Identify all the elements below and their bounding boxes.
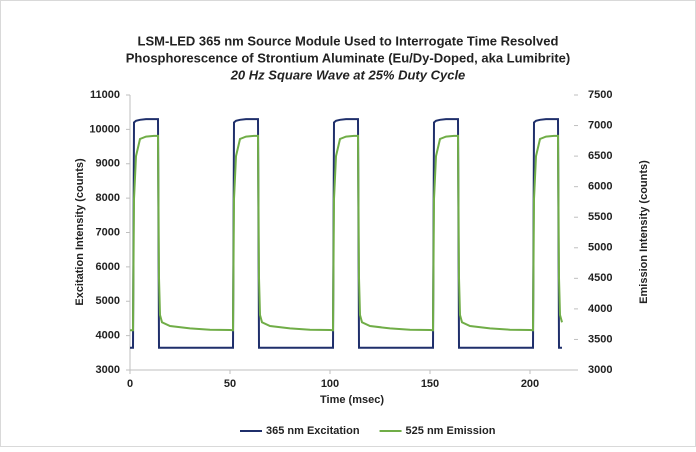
y2-tick-label: 5000 [588,242,612,254]
y2-tick-label: 5500 [588,211,612,223]
chart-subtitle: 20 Hz Square Wave at 25% Duty Cycle [230,67,466,82]
y2-tick-label: 6000 [588,181,612,193]
y-axis-label: Excitation Intensity (counts) [74,158,86,306]
series-line [130,134,563,332]
y2-axis-label: Emission Intensity (counts) [638,160,650,304]
y-tick-label: 10000 [89,123,120,135]
legend-label: 365 nm Excitation [266,425,360,437]
y2-tick-label: 3000 [588,364,612,376]
x-tick-label: 150 [421,378,439,390]
y-tick-label: 6000 [96,261,120,273]
x-tick-label: 50 [224,378,236,390]
y2-tick-label: 4500 [588,272,612,284]
y-tick-label: 5000 [96,295,120,307]
x-tick-label: 0 [127,378,133,390]
y2-tick-label: 6500 [588,150,612,162]
y-tick-label: 7000 [96,226,120,238]
y2-tick-label: 3500 [588,333,612,345]
chart-title: LSM-LED 365 nm Source Module Used to Int… [138,33,559,48]
x-tick-label: 100 [321,378,339,390]
series-line [130,118,562,349]
y2-tick-label: 7500 [588,89,612,101]
y-tick-label: 11000 [90,89,120,101]
legend-label: 525 nm Emission [406,425,496,437]
x-tick-label: 200 [521,378,539,390]
y2-tick-label: 7000 [588,119,612,131]
x-axis-label: Time (msec) [320,394,384,406]
y2-tick-label: 4000 [588,303,612,315]
y-tick-label: 8000 [96,192,120,204]
y-tick-label: 9000 [96,158,120,170]
chart-title: Phosphorescence of Strontium Aluminate (… [126,50,570,65]
y-tick-label: 3000 [96,364,120,376]
y-tick-label: 4000 [96,330,120,342]
